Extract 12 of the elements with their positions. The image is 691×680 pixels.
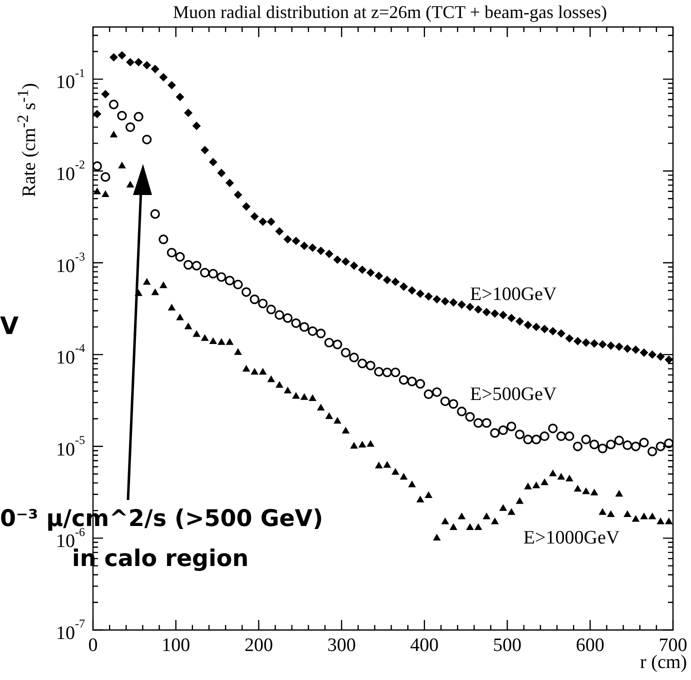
x-tick-label: 100 xyxy=(162,634,190,656)
x-tick-label: 500 xyxy=(493,634,522,656)
x-tick-label: 600 xyxy=(576,634,604,656)
x-tick-label: 400 xyxy=(410,634,439,656)
x-tick-label: 300 xyxy=(327,634,356,656)
x-tick-label: 200 xyxy=(244,634,273,656)
text: V xyxy=(0,312,19,340)
x-tick-label: 0 xyxy=(88,634,98,656)
legend-label: E>1000GeV xyxy=(523,528,620,549)
series-label: E>500GeV xyxy=(470,384,557,405)
series-label: E>100GeV xyxy=(470,284,557,305)
chart-title: Muon radial distribution at z=26m (TCT + beam-gas losses) xyxy=(172,2,608,23)
